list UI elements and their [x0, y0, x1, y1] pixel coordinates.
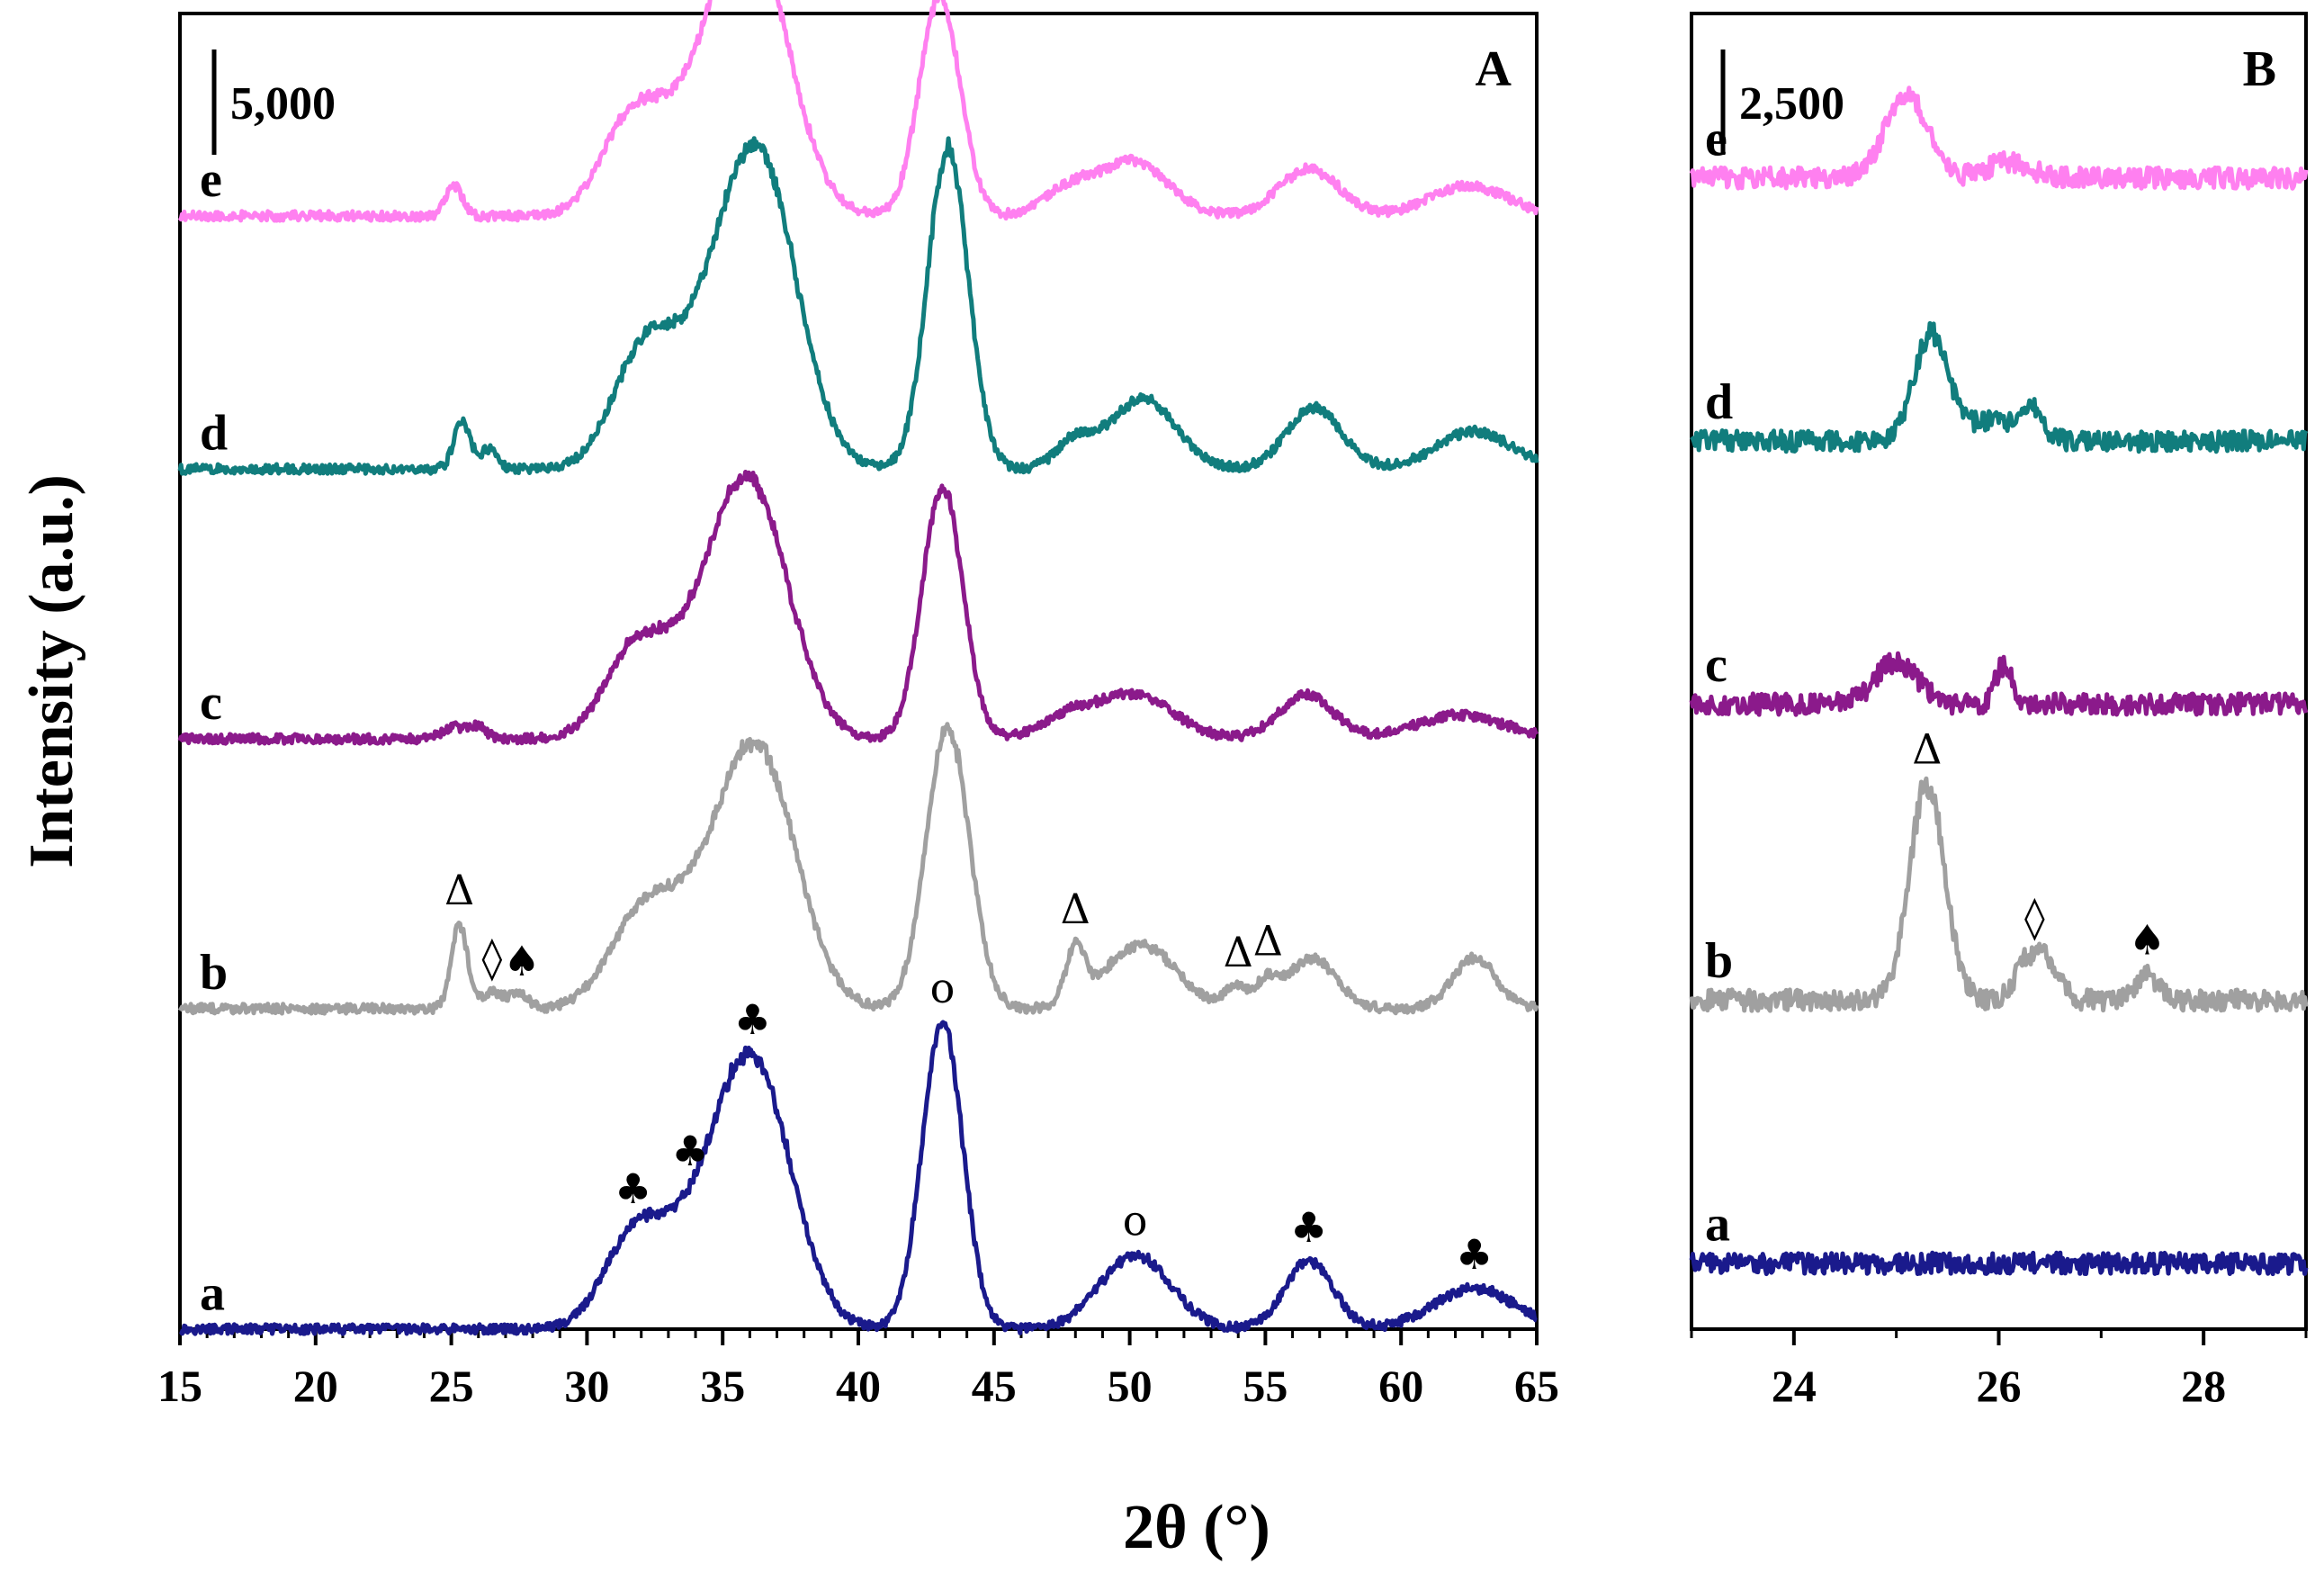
peak-annotation: ◊	[481, 933, 502, 982]
series-label-c: c	[1705, 637, 1727, 693]
x-tick-label: 24	[1772, 1361, 1817, 1411]
x-tick-label: 55	[1243, 1361, 1288, 1411]
x-tick-label: 65	[1514, 1361, 1559, 1411]
series-label-b: b	[200, 945, 228, 1001]
panel-a-label: A	[1476, 41, 1512, 97]
panel-a-series: a b c d e	[177, 0, 1539, 1336]
series-label-e: e	[200, 152, 222, 208]
x-tick-label: 35	[700, 1361, 745, 1411]
peak-annotation: ♣	[1290, 1203, 1327, 1252]
peak-annotation: ◊	[2024, 893, 2045, 941]
x-tick-label: 25	[429, 1361, 474, 1411]
peak-annotation: Δ	[444, 866, 474, 914]
panel-a-x-ticks: 15 20 25 30 35 40 45 50 55 60 65	[157, 1329, 1559, 1411]
series-label-c: c	[200, 675, 222, 731]
x-tick-label: 28	[2181, 1361, 2226, 1411]
series-label-b: b	[1705, 933, 1733, 989]
x-tick-label: 60	[1378, 1361, 1423, 1411]
x-tick-label: 15	[157, 1361, 202, 1411]
peak-annotation: Δ	[1224, 928, 1253, 976]
peak-annotation: ♠	[2129, 915, 2166, 964]
series-label-a: a	[1705, 1197, 1730, 1253]
series-line-e	[1689, 85, 2309, 191]
series-line-a	[178, 1020, 1539, 1336]
peak-annotation: ♣	[615, 1164, 651, 1213]
peak-annotation: ♣	[734, 995, 771, 1044]
peak-annotation: o	[930, 964, 956, 1012]
x-tick-label: 20	[293, 1361, 338, 1411]
panel-a-annotations: ♣♣♣oo ♣♣Δ◊ ♠ΔΔ Δ	[444, 866, 1493, 1279]
series-line-d	[1690, 320, 2309, 454]
scale-bar-label: 2,500	[1739, 78, 1844, 130]
peak-annotation: o	[1123, 1197, 1148, 1245]
scale-bar-label: 5,000	[230, 78, 336, 130]
x-axis-label: 2θ (°)	[1123, 1493, 1270, 1562]
series-line-d	[177, 136, 1539, 476]
peak-annotation: Δ	[1253, 917, 1283, 966]
x-tick-label: 40	[836, 1361, 881, 1411]
peak-annotation: Δ	[1912, 724, 1942, 773]
y-axis-label: Intensity (a.u.)	[17, 474, 86, 868]
peak-annotation: ♣	[1456, 1230, 1493, 1279]
x-tick-label: 50	[1108, 1361, 1153, 1411]
series-line-c	[1689, 651, 2309, 717]
peak-annotation: ♣	[671, 1127, 708, 1175]
series-label-d: d	[1705, 374, 1733, 430]
peak-annotation: Δ	[1061, 885, 1090, 933]
series-label-a: a	[200, 1265, 225, 1321]
x-tick-label: 45	[972, 1361, 1017, 1411]
panel-b-label: B	[2243, 41, 2276, 97]
panel-b-scale-bar: 2,500	[1720, 49, 1844, 155]
x-tick-label: 26	[1977, 1361, 2022, 1411]
series-line-b	[1689, 776, 2309, 1013]
panel-a-scale-bar: 5,000	[211, 49, 336, 155]
series-line-a	[1689, 1250, 2309, 1277]
series-line-e	[177, 0, 1539, 223]
series-line-b	[177, 722, 1539, 1016]
panel-b-annotations: Δ ◊ ♠	[1912, 724, 2166, 964]
panel-b-x-ticks: 24 26 28	[1690, 1329, 2308, 1411]
series-label-d: d	[200, 405, 228, 461]
x-tick-label: 30	[564, 1361, 609, 1411]
series-line-c	[177, 470, 1539, 746]
peak-annotation: ♠	[503, 937, 540, 985]
